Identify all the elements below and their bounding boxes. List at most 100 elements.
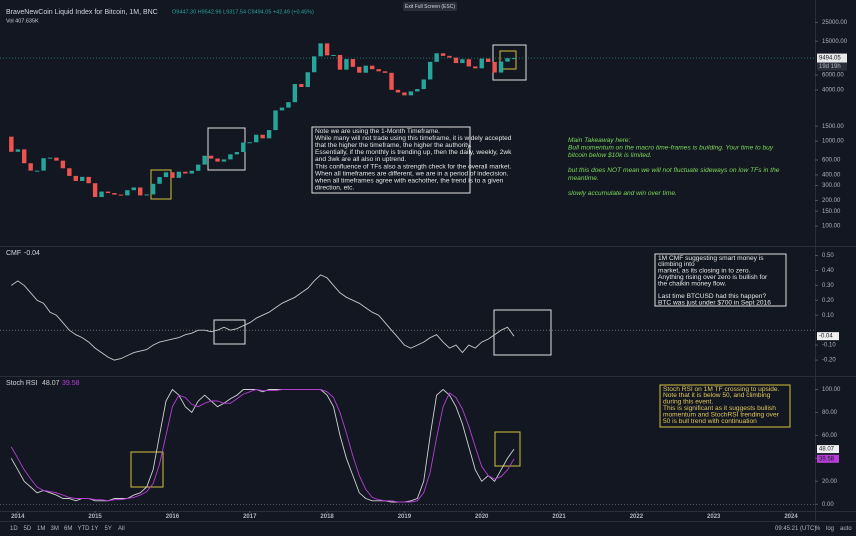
candle bbox=[369, 65, 375, 70]
highlight-box bbox=[494, 431, 521, 467]
candle bbox=[440, 53, 446, 56]
range-button[interactable]: All bbox=[118, 526, 125, 532]
candle bbox=[80, 176, 85, 181]
countdown-tag bbox=[817, 62, 847, 71]
annotation-line: Note we are using the 1-Month Timeframe. bbox=[315, 128, 440, 135]
price-tag-label: 9494.05 bbox=[819, 56, 841, 62]
candle bbox=[202, 155, 207, 165]
candle bbox=[311, 56, 317, 73]
candle bbox=[357, 66, 362, 73]
candle bbox=[331, 54, 336, 56]
candle bbox=[324, 43, 330, 56]
range-button[interactable]: 3M bbox=[51, 526, 59, 532]
y-tick-label: 0.20 bbox=[822, 298, 834, 304]
candle bbox=[247, 142, 252, 144]
range-button[interactable]: 1M bbox=[37, 526, 45, 532]
x-tick-label: 2024 bbox=[784, 514, 798, 520]
annotation-line: the chaikin money flow. bbox=[658, 280, 726, 287]
annotation-line: that the higher the timeframe, the highe… bbox=[315, 142, 472, 149]
candle bbox=[73, 175, 78, 181]
candle bbox=[125, 190, 130, 196]
y-tick-label: 1000.00 bbox=[822, 139, 844, 145]
series-line bbox=[10, 389, 515, 503]
annotation-line: Essentially, if the monthly is trending … bbox=[315, 149, 512, 156]
countdown-label: 19d 19h bbox=[819, 64, 841, 70]
value-tag-label: -0.04 bbox=[819, 334, 833, 340]
range-button[interactable]: 1Y bbox=[91, 526, 98, 532]
annotation-line: bitcoin below $10k is limited. bbox=[568, 152, 652, 159]
range-button[interactable]: 5D bbox=[24, 526, 32, 532]
exit-button[interactable] bbox=[403, 2, 457, 11]
candle bbox=[47, 157, 53, 159]
exit-button-label[interactable]: Exit Full Screen (ESC) bbox=[405, 4, 455, 10]
annotation-line: 50 is bull trend with continuation bbox=[663, 418, 757, 425]
y-tick-label: 150.00 bbox=[822, 209, 841, 215]
value-tag-label: 48.07 bbox=[819, 447, 835, 453]
candle bbox=[382, 71, 388, 73]
annotation-line: This is significant as it suggests bulli… bbox=[663, 405, 776, 412]
candle bbox=[176, 171, 182, 178]
y-tick-label: 600.00 bbox=[822, 158, 841, 164]
candle bbox=[234, 152, 240, 155]
range-button[interactable]: 6M bbox=[64, 526, 72, 532]
annotation-line: Last time BTCUSD had this happen? bbox=[658, 293, 766, 300]
range-button[interactable]: 5Y bbox=[105, 526, 112, 532]
candle bbox=[479, 58, 484, 69]
candle bbox=[363, 65, 368, 73]
candle bbox=[99, 191, 104, 198]
candle bbox=[473, 66, 478, 69]
candle bbox=[492, 61, 497, 73]
x-tick-label: 2016 bbox=[166, 514, 180, 520]
candle bbox=[41, 158, 46, 171]
value-tag bbox=[817, 332, 839, 341]
value-tag-label: 39.58 bbox=[819, 456, 835, 462]
series-line bbox=[10, 388, 515, 503]
x-tick-label: 2014 bbox=[11, 514, 25, 520]
log-toggle[interactable]: log bbox=[826, 526, 834, 532]
price-tag bbox=[817, 53, 847, 63]
note-box bbox=[654, 253, 787, 307]
candle bbox=[376, 69, 381, 72]
candle bbox=[460, 59, 465, 64]
cmf-title: CMF bbox=[6, 250, 21, 257]
candle bbox=[196, 164, 201, 171]
y-tick-label: 0.10 bbox=[822, 313, 834, 319]
candle bbox=[215, 158, 220, 162]
clock: 09:45:21 (UTC) bbox=[775, 526, 816, 532]
candle bbox=[453, 57, 459, 64]
x-tick-label: 2015 bbox=[88, 514, 102, 520]
range-button[interactable]: 1D bbox=[10, 526, 18, 532]
annotation-line: Bull momentum on the macro time-frames i… bbox=[568, 144, 774, 151]
candle bbox=[60, 160, 66, 169]
highlight-box bbox=[213, 319, 246, 345]
candle bbox=[144, 194, 149, 196]
stoch-k-value: 48.07 bbox=[42, 380, 60, 387]
highlight-box bbox=[499, 50, 517, 70]
candle bbox=[54, 157, 59, 161]
annotation-line: This confluence of TFs also a strength c… bbox=[315, 163, 511, 170]
candle bbox=[505, 58, 510, 62]
y-tick-label: 200.00 bbox=[822, 198, 841, 204]
candle bbox=[170, 172, 175, 178]
y-tick-label: 100.00 bbox=[822, 387, 841, 393]
candle bbox=[389, 72, 394, 90]
range-button[interactable]: YTD bbox=[78, 526, 91, 532]
candle bbox=[254, 134, 259, 143]
y-tick-label: 0.40 bbox=[822, 268, 834, 274]
candle bbox=[292, 84, 298, 103]
percent-toggle[interactable]: % bbox=[815, 526, 821, 532]
candle bbox=[118, 194, 124, 196]
annotation-line: Main Takeaway here: bbox=[568, 137, 631, 144]
candle bbox=[112, 193, 117, 195]
candle bbox=[511, 58, 517, 60]
candle bbox=[421, 79, 426, 90]
auto-toggle[interactable]: auto bbox=[840, 526, 852, 532]
candle bbox=[260, 134, 265, 139]
candle bbox=[427, 61, 433, 80]
y-tick-label: 60.00 bbox=[822, 433, 838, 439]
candle bbox=[415, 89, 420, 92]
candle bbox=[305, 72, 310, 87]
candle bbox=[498, 61, 504, 73]
